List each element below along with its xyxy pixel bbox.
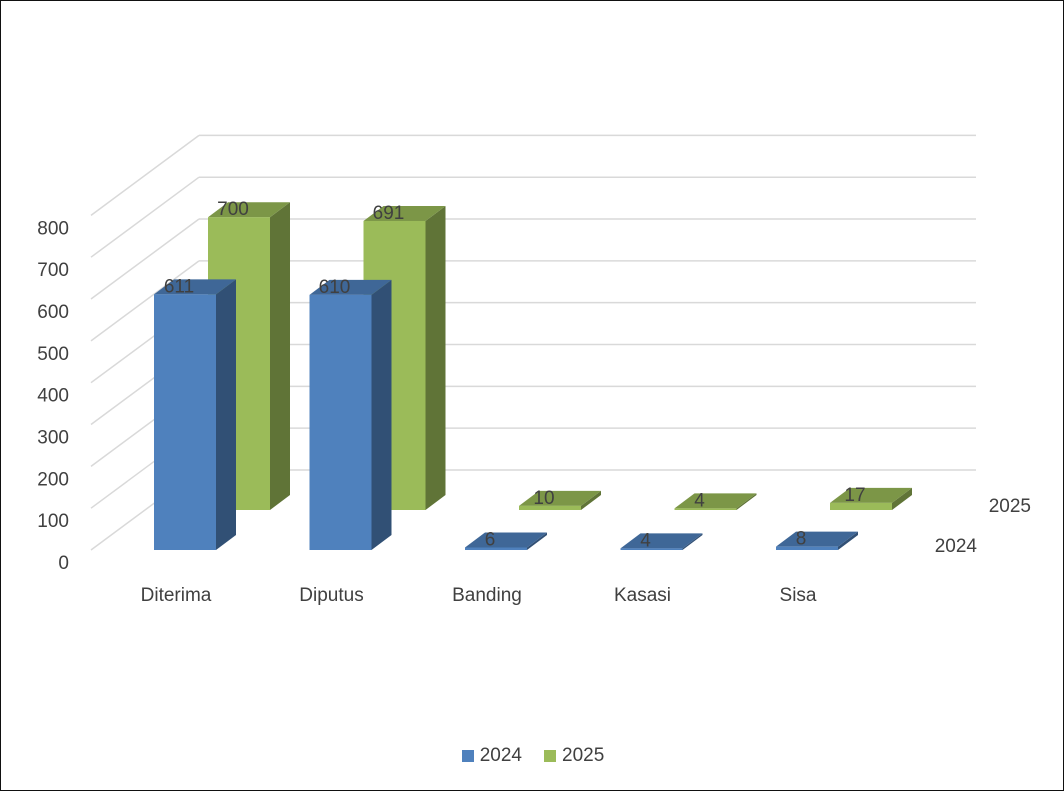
data-label-2024-banding: 6 (485, 529, 496, 550)
bar-top-2025-sisa (830, 487, 912, 503)
legend-label-2024: 2024 (479, 745, 522, 766)
bar-top-2024-kasasi (620, 533, 703, 549)
y-tick-label: 100 (37, 511, 69, 532)
bar-side-2024-banding (527, 532, 547, 550)
x-tick-label: Banding (452, 585, 522, 606)
y-tick-label: 300 (37, 428, 69, 449)
bar-top-2024-diterima (154, 279, 236, 295)
gridline-side-800 (90, 134, 200, 216)
legend-item-2025[interactable]: 2025 (544, 745, 604, 767)
depth-label-2025: 2025 (989, 496, 1031, 517)
bar-side-2024-diputus (371, 279, 392, 550)
bar-side-2024-sisa (838, 531, 858, 550)
x-tick-label: Sisa (780, 585, 817, 606)
bar-2024-kasasi (620, 548, 683, 550)
bar-2024-diterima (154, 294, 216, 550)
bar-side-2025-diputus (425, 205, 446, 510)
bar-top-2024-sisa (776, 531, 858, 547)
legend-swatch-2024 (461, 750, 474, 762)
bar-side-2025-kasasi (736, 493, 757, 510)
bar-top-2025-banding (519, 490, 601, 506)
bar-top-2025-diterima (208, 202, 290, 218)
bar-top-2025-kasasi (674, 493, 757, 509)
x-tick-label: Kasasi (614, 585, 671, 606)
bar-2025-banding (519, 505, 581, 510)
data-label-2025-kasasi: 4 (694, 490, 705, 511)
x-tick-label: Diterima (141, 585, 212, 606)
y-tick-label: 800 (37, 218, 69, 239)
gridline-side-600 (90, 218, 200, 300)
y-tick-label: 200 (37, 469, 69, 490)
bar-2024-sisa (776, 546, 838, 550)
y-tick-label: 600 (37, 302, 69, 323)
gridline-side-500 (90, 260, 200, 342)
data-label-2025-banding: 10 (533, 488, 554, 509)
x-tick-label: Diputus (299, 585, 363, 606)
legend-label-2025: 2025 (562, 745, 605, 766)
data-label-2025-sisa: 17 (844, 485, 865, 506)
y-tick-label: 500 (37, 344, 69, 365)
bar-top-2024-diputus (309, 279, 392, 295)
gridline-side-700 (90, 176, 200, 258)
bar-2024-banding (465, 547, 527, 550)
bar-2024-diputus (309, 294, 372, 550)
bar-side-2025-sisa (892, 487, 912, 510)
data-label-2025-diterima: 700 (217, 199, 249, 220)
y-tick-label: 400 (37, 386, 69, 407)
data-label-2024-diterima: 611 (164, 276, 194, 297)
legend-swatch-2025 (544, 750, 556, 762)
data-label-2025-diputus: 691 (373, 203, 405, 224)
bar-2025-sisa (830, 502, 892, 510)
data-label-2024-kasasi: 4 (640, 530, 651, 551)
y-tick-label: 0 (58, 553, 69, 574)
bar-top-2025-diputus (363, 205, 446, 221)
bar-side-2024-kasasi (682, 533, 703, 550)
legend-item-2024[interactable]: 2024 (461, 745, 522, 767)
bar-side-2025-diterima (270, 202, 290, 510)
legend: 2024 2025 (1, 745, 1064, 767)
bar-top-2024-banding (465, 532, 547, 548)
bar-side-2025-banding (581, 490, 601, 510)
bar-side-2024-diterima (216, 279, 236, 550)
data-label-2024-diputus: 610 (319, 277, 351, 298)
y-tick-label: 700 (37, 260, 69, 281)
depth-label-2024: 2024 (935, 536, 978, 557)
data-label-2024-sisa: 8 (796, 529, 807, 550)
bar-2025-kasasi (674, 508, 737, 510)
